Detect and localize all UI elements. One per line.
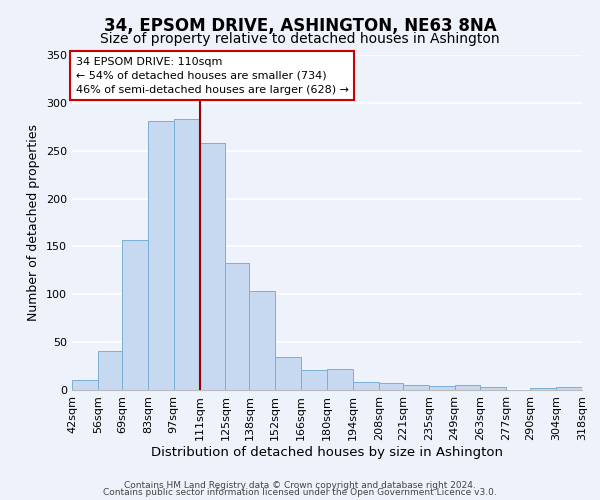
Bar xyxy=(173,119,199,390)
Bar xyxy=(226,262,250,390)
Bar xyxy=(403,385,428,390)
Bar xyxy=(327,369,353,390)
Bar xyxy=(301,370,327,390)
Bar xyxy=(481,387,506,390)
Text: 34, EPSOM DRIVE, ASHINGTON, NE63 8NA: 34, EPSOM DRIVE, ASHINGTON, NE63 8NA xyxy=(104,18,496,36)
Bar xyxy=(530,388,556,390)
Text: Contains public sector information licensed under the Open Government Licence v3: Contains public sector information licen… xyxy=(103,488,497,497)
Bar xyxy=(98,351,122,390)
Bar xyxy=(250,292,275,390)
Bar xyxy=(428,386,455,390)
Bar xyxy=(72,380,98,390)
Text: Size of property relative to detached houses in Ashington: Size of property relative to detached ho… xyxy=(100,32,500,46)
Bar xyxy=(379,384,403,390)
Text: 34 EPSOM DRIVE: 110sqm
← 54% of detached houses are smaller (734)
46% of semi-de: 34 EPSOM DRIVE: 110sqm ← 54% of detached… xyxy=(76,57,349,95)
X-axis label: Distribution of detached houses by size in Ashington: Distribution of detached houses by size … xyxy=(151,446,503,458)
Bar xyxy=(122,240,148,390)
Bar xyxy=(148,121,173,390)
Text: Contains HM Land Registry data © Crown copyright and database right 2024.: Contains HM Land Registry data © Crown c… xyxy=(124,480,476,490)
Bar xyxy=(199,143,226,390)
Bar xyxy=(275,356,301,390)
Y-axis label: Number of detached properties: Number of detached properties xyxy=(28,124,40,321)
Bar xyxy=(455,385,481,390)
Bar xyxy=(353,382,379,390)
Bar xyxy=(556,387,582,390)
